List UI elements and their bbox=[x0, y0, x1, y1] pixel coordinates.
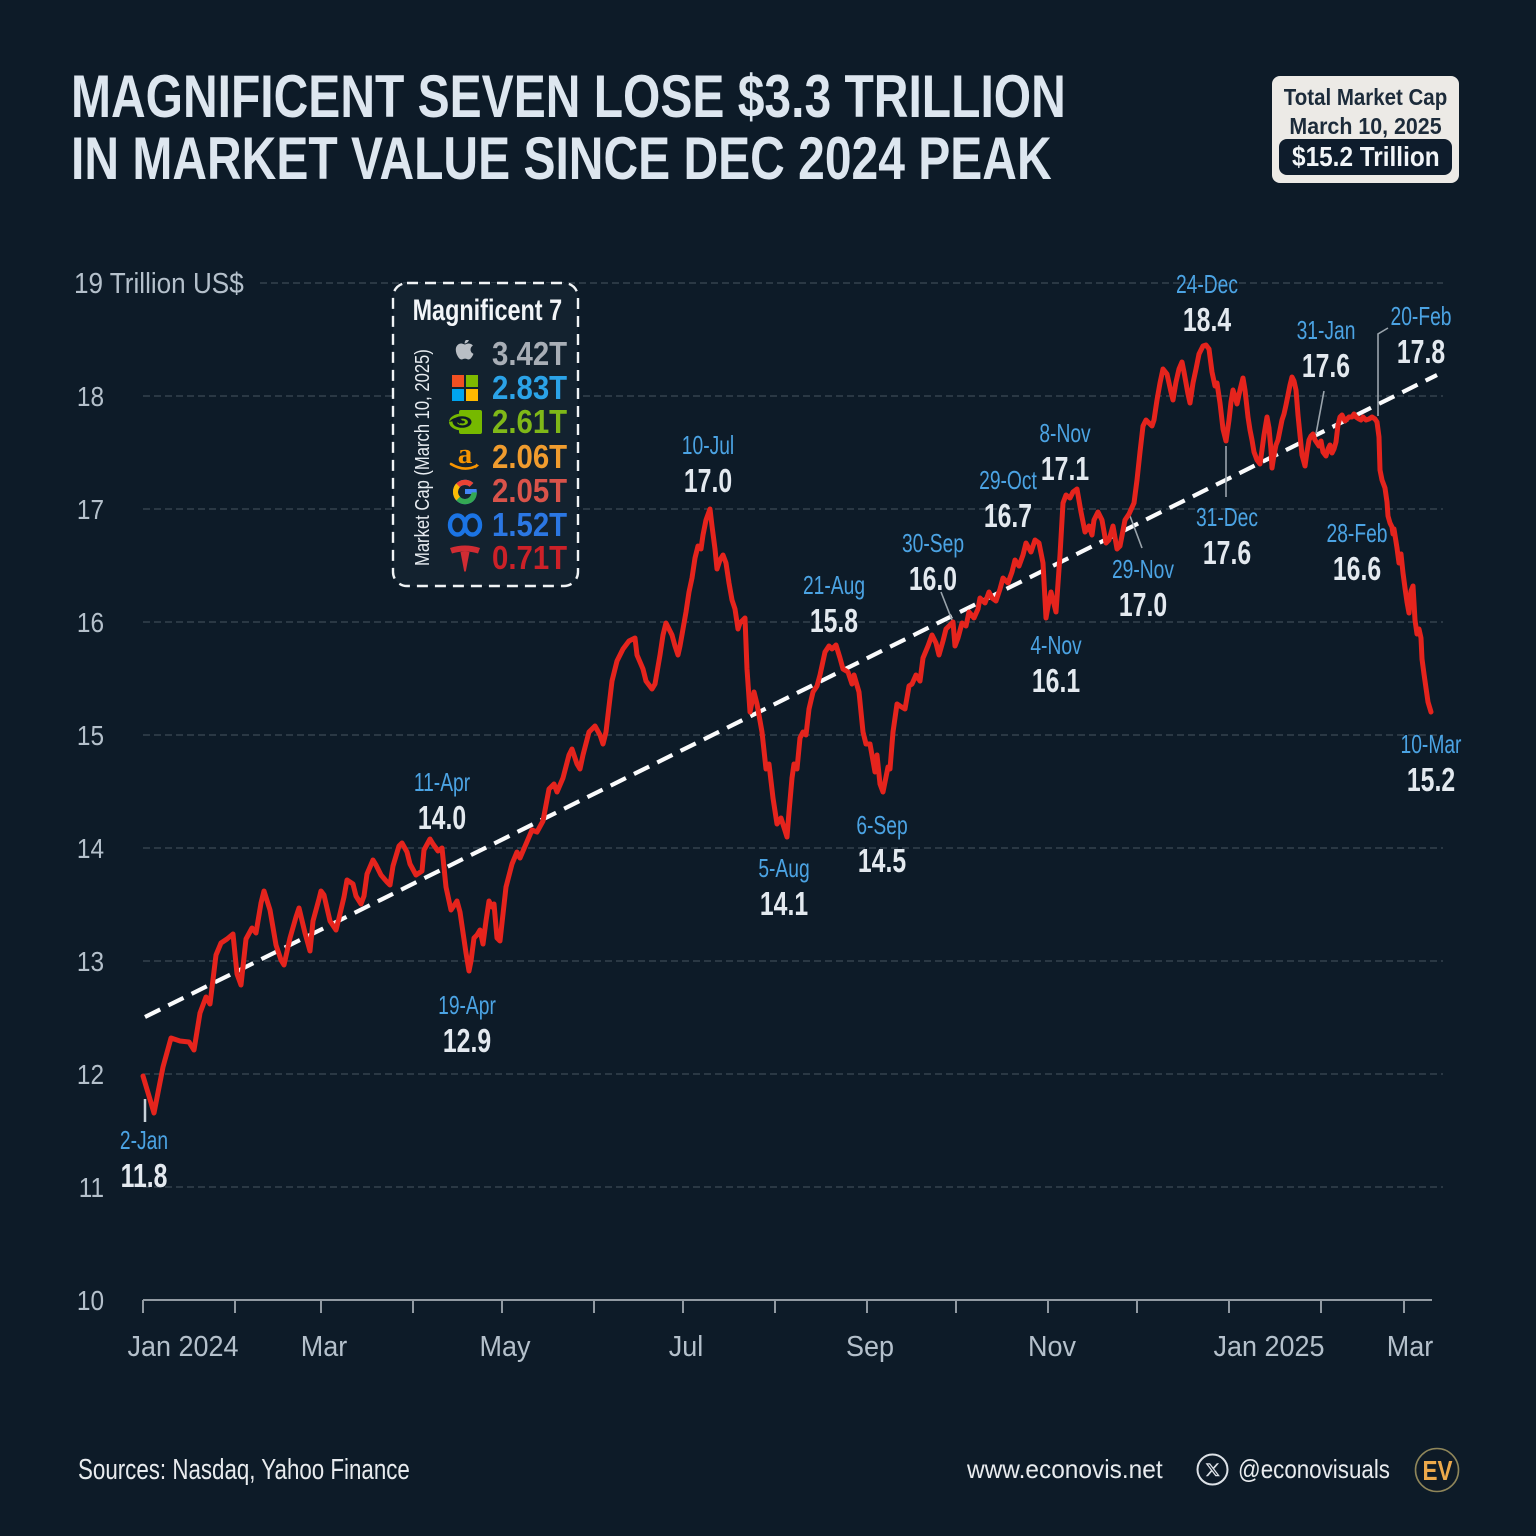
svg-text:EV: EV bbox=[1423, 1455, 1453, 1486]
svg-text:a: a bbox=[458, 443, 473, 470]
